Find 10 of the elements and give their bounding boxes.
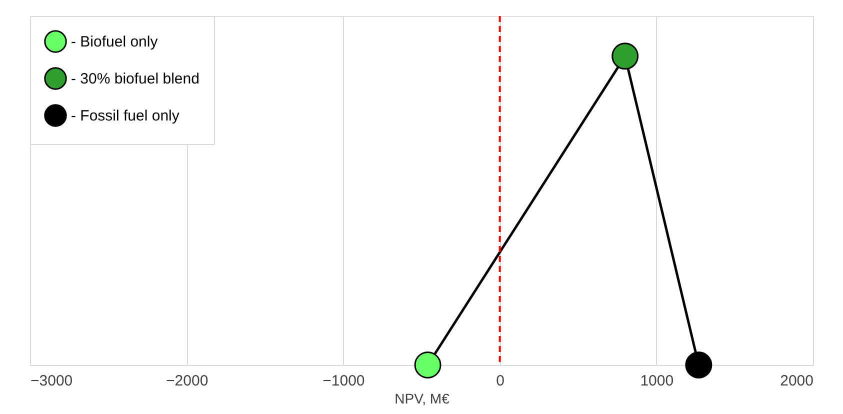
x-tick-label: 2000 xyxy=(780,372,814,390)
x-axis-title: NPV, M€ xyxy=(394,390,450,406)
x-tick-label: −3000 xyxy=(30,372,73,390)
x-tick-label: 1000 xyxy=(640,372,674,390)
legend-label: - Fossil fuel only xyxy=(71,108,180,124)
x-tick-label: −2000 xyxy=(166,372,208,390)
x-tick-label: −1000 xyxy=(322,372,365,390)
legend-label: - 30% biofuel blend xyxy=(71,70,200,88)
legend-label: - Biofuel only xyxy=(71,34,158,50)
x-tick-label: 0 xyxy=(496,372,504,390)
